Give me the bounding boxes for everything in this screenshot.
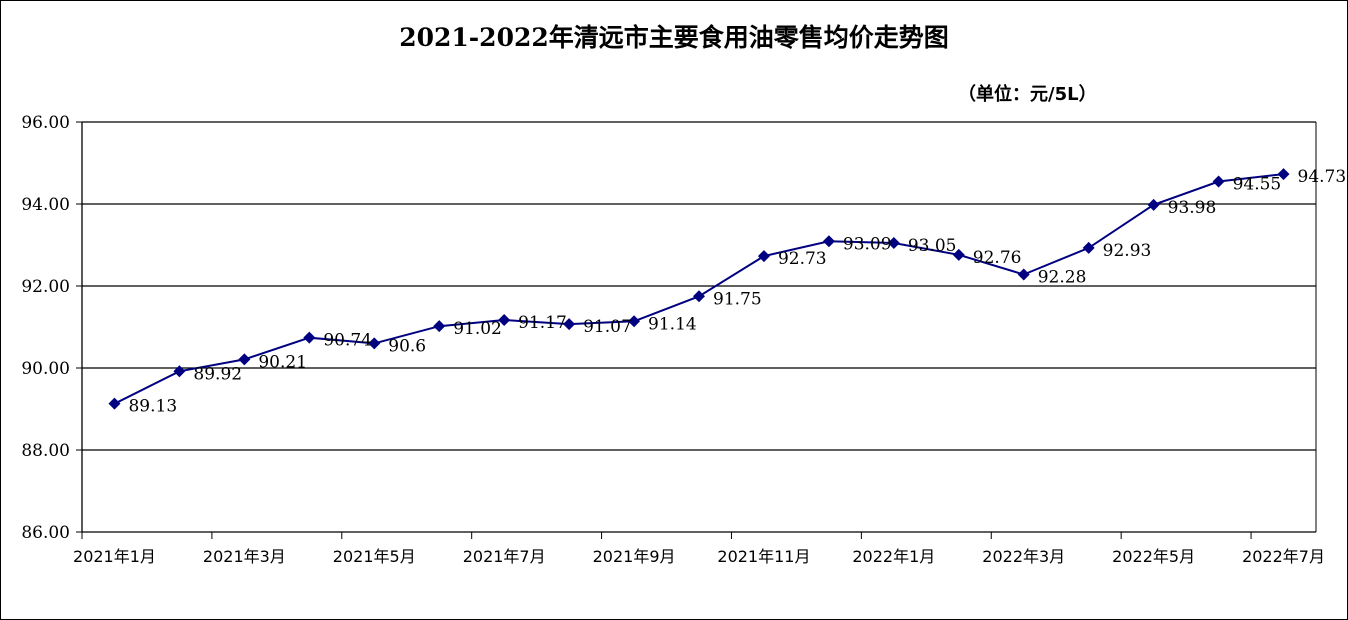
data-label: 93.09 bbox=[843, 234, 892, 254]
x-tick-label: 2022年7月 bbox=[1242, 547, 1325, 566]
data-point-marker bbox=[1277, 168, 1290, 181]
data-point-marker bbox=[887, 236, 900, 249]
data-point-marker bbox=[238, 353, 251, 366]
y-tick-label: 86.00 bbox=[21, 523, 70, 543]
x-tick-label: 2022年3月 bbox=[982, 547, 1065, 566]
data-label: 92.76 bbox=[973, 248, 1022, 268]
data-label: 91.02 bbox=[453, 319, 502, 339]
x-tick-label: 2022年5月 bbox=[1112, 547, 1195, 566]
data-label: 93.05 bbox=[908, 236, 957, 256]
series-layer bbox=[108, 168, 1290, 410]
x-tick-label: 2021年3月 bbox=[203, 547, 286, 566]
data-label: 93.98 bbox=[1168, 198, 1217, 218]
data-point-marker bbox=[693, 290, 705, 303]
data-label: 89.13 bbox=[128, 397, 177, 417]
data-label: 92.93 bbox=[1103, 241, 1152, 261]
data-label: 89.92 bbox=[193, 364, 242, 384]
data-point-marker bbox=[757, 250, 770, 263]
data-point-marker bbox=[368, 337, 381, 350]
data-label: 90.21 bbox=[258, 352, 307, 372]
data-point-marker bbox=[1017, 268, 1030, 281]
data-point-marker bbox=[822, 235, 835, 248]
axes bbox=[81, 122, 1317, 533]
data-label: 91.75 bbox=[713, 289, 762, 309]
x-tick-label: 2021年5月 bbox=[333, 547, 416, 566]
y-tick-label: 92.00 bbox=[21, 277, 70, 297]
data-label: 91.17 bbox=[518, 313, 567, 333]
data-point-marker bbox=[628, 315, 641, 328]
y-tick-label: 90.00 bbox=[21, 359, 70, 379]
data-label: 92.28 bbox=[1038, 268, 1087, 288]
data-point-marker bbox=[433, 320, 446, 333]
unit-label: （单位：元/5L） bbox=[958, 84, 1097, 105]
y-tick-label: 94.00 bbox=[21, 195, 70, 215]
data-point-marker bbox=[498, 314, 511, 327]
data-label: 90.74 bbox=[323, 331, 372, 351]
data-point-marker bbox=[1212, 175, 1225, 188]
data-point-marker bbox=[952, 248, 965, 261]
y-axis-ticks: 86.00 88.00 90.00 92.00 94.00 96.00 bbox=[21, 113, 82, 543]
y-tick-label: 88.00 bbox=[21, 441, 70, 461]
x-tick-label: 2021年1月 bbox=[73, 547, 156, 566]
x-tick-label: 2021年11月 bbox=[717, 547, 810, 566]
chart-title: 2021-2022年清远市主要食用油零售均价走势图 bbox=[399, 23, 949, 52]
x-tick-label: 2022年1月 bbox=[852, 547, 935, 566]
x-tick-label: 2021年9月 bbox=[593, 547, 676, 566]
data-label: 92.73 bbox=[778, 249, 827, 269]
data-point-marker bbox=[108, 397, 121, 410]
data-point-marker bbox=[1082, 241, 1095, 254]
data-point-marker bbox=[1147, 198, 1160, 211]
data-point-marker bbox=[303, 331, 316, 344]
data-point-marker bbox=[173, 365, 186, 378]
x-axis-ticks: 2021年1月 2021年3月 2021年5月 2021年7月 2021年9月 2021年… bbox=[73, 532, 1325, 566]
data-label: 90.6 bbox=[388, 336, 426, 356]
data-point-marker bbox=[563, 318, 576, 331]
gridlines bbox=[82, 121, 1316, 451]
x-tick-label: 2021年7月 bbox=[463, 547, 546, 566]
data-label: 94.55 bbox=[1233, 174, 1282, 194]
data-label: 91.14 bbox=[648, 314, 697, 334]
data-labels: 89.13 89.92 90.21 90.74 90.6 91.02 91.17 91.07 9… bbox=[128, 167, 1346, 417]
y-tick-label: 96.00 bbox=[21, 113, 70, 133]
data-label: 91.07 bbox=[583, 317, 632, 337]
data-label: 94.73 bbox=[1298, 167, 1347, 187]
